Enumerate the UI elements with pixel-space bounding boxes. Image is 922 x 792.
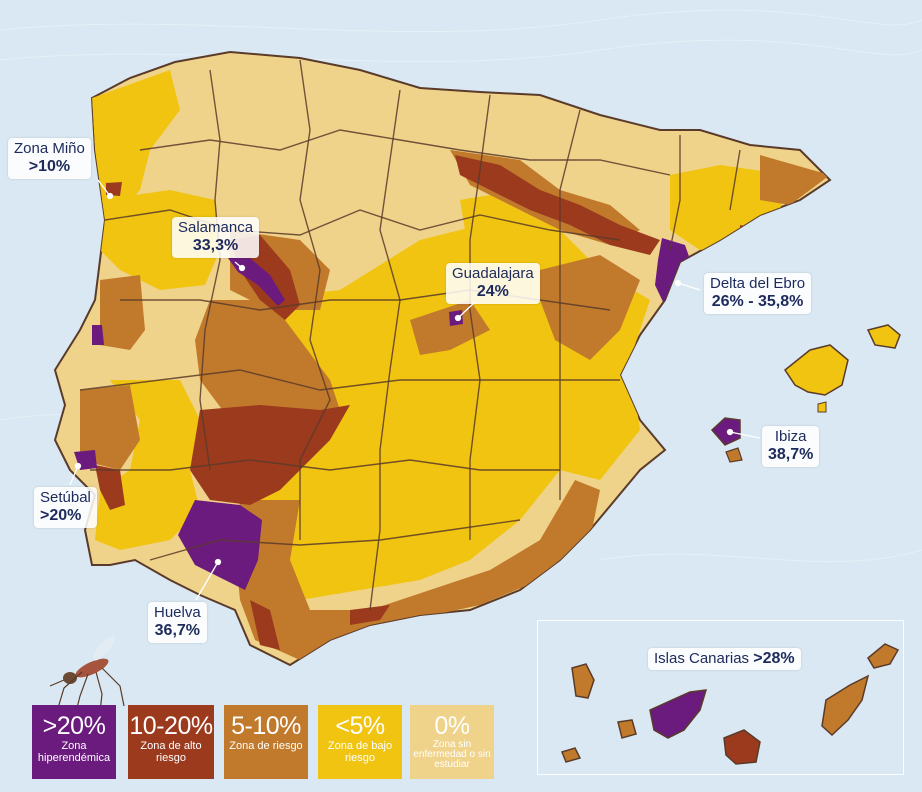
legend-item-no-disease: 0% Zona sin enfermedad o sin estudiar — [410, 705, 494, 779]
zone-high-risk-south — [250, 600, 390, 650]
zone-risk-andalusia-coast — [235, 480, 600, 660]
callout-value: >20% — [40, 507, 82, 524]
callout-salamanca: Salamanca 33,3% — [172, 217, 260, 258]
island-cabrera — [817, 401, 827, 413]
callout-name: Ibiza — [774, 428, 807, 445]
callout-name: Delta del Ebro — [710, 275, 806, 292]
canary-islands-frame — [537, 620, 904, 775]
canary-islands — [561, 643, 900, 765]
callout-islas-canarias: Islas Canarias >28% — [648, 648, 801, 670]
legend-percent: 10-20% — [129, 712, 213, 740]
legend-item-low-risk: <5% Zona de bajo riesgo — [318, 705, 402, 779]
callout-name: Huelva — [154, 604, 201, 621]
callout-zona-mino: Zona Miño >10% — [8, 138, 91, 179]
zone-high-risk-catalonia — [740, 225, 770, 250]
zone-risk-extremadura — [195, 300, 340, 430]
callout-name: Islas Canarias — [654, 650, 750, 667]
zone-high-risk-setubal — [95, 465, 125, 510]
callout-delta-ebro: Delta del Ebro 26% - 35,8% — [704, 273, 812, 314]
callout-value: 38,7% — [768, 446, 814, 463]
callout-value: >10% — [28, 158, 71, 175]
legend-item-hyperendemic: >20% Zona hiperendémica — [32, 705, 116, 779]
island-lanzarote — [867, 643, 900, 669]
island-gran-canaria — [723, 729, 761, 765]
zone-risk-portugal-center — [100, 275, 145, 350]
callout-name: Guadalajara — [452, 265, 534, 282]
island-la-gomera — [617, 719, 637, 739]
callout-name: Salamanca — [178, 219, 254, 236]
callout-value: >28% — [753, 650, 795, 667]
legend-description: Zona de bajo riesgo — [327, 740, 393, 764]
callout-guadalajara: Guadalajara 24% — [446, 263, 540, 304]
mosquito-icon — [49, 635, 125, 713]
zone-risk-catalonia-north — [760, 155, 830, 205]
callout-huelva: Huelva 36,7% — [148, 602, 207, 643]
island-ibiza — [710, 417, 741, 446]
legend-percent: >20% — [42, 712, 106, 740]
callout-name: Setúbal — [40, 489, 91, 506]
legend-item-high-risk: 10-20% Zona de alto riesgo — [128, 705, 214, 779]
callout-ibiza: Ibiza 38,7% — [762, 426, 820, 467]
legend-description: Zona hiperendémica — [37, 740, 111, 764]
legend-description: Zona de riesgo — [229, 740, 303, 752]
island-el-hierro — [561, 747, 582, 763]
legend-description: Zona sin enfermedad o sin estudiar — [413, 739, 491, 770]
zone-low-risk-west — [100, 190, 220, 290]
legend-item-risk: 5-10% Zona de riesgo — [224, 705, 308, 779]
legend-description: Zona de alto riesgo — [140, 740, 202, 764]
island-tenerife — [649, 689, 708, 739]
island-formentera — [725, 447, 743, 463]
zone-hyper-huelva — [178, 500, 262, 590]
legend-percent: <5% — [335, 712, 385, 740]
zone-risk-portugal-south — [80, 385, 140, 470]
callout-value: 24% — [476, 283, 509, 300]
callout-value: 36,7% — [154, 622, 201, 639]
callout-value: 33,3% — [192, 237, 239, 254]
island-menorca — [866, 324, 901, 349]
callout-leaders — [69, 179, 761, 601]
callout-setubal: Setúbal >20% — [34, 487, 97, 528]
island-mallorca — [783, 344, 849, 396]
callout-value: 26% - 35,8% — [711, 293, 804, 310]
zone-low-risk-southwest — [95, 380, 200, 550]
zone-high-risk-extremadura — [190, 405, 350, 505]
legend-percent: 5-10% — [231, 712, 301, 740]
legend-percent: 0% — [434, 712, 470, 740]
zone-high-risk-ebro — [455, 155, 660, 255]
zone-high-risk-mino — [106, 182, 122, 196]
island-la-palma — [571, 663, 595, 699]
zone-hyper-portugal-center — [92, 325, 104, 345]
callout-name: Zona Miño — [14, 140, 85, 157]
island-fuerteventura — [821, 674, 870, 737]
